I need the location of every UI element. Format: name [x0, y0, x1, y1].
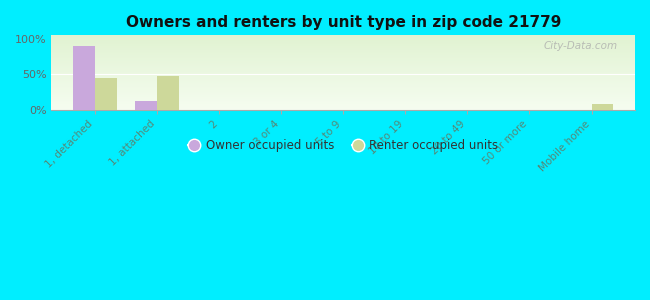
Bar: [51, 92, 635, 93]
Bar: [51, 71, 635, 72]
Bar: [51, 40, 635, 41]
Bar: [51, 87, 635, 88]
Bar: [51, 70, 635, 71]
Bar: [51, 85, 635, 86]
Bar: [51, 108, 635, 109]
Bar: [51, 76, 635, 77]
Bar: [51, 44, 635, 45]
Bar: [51, 58, 635, 59]
Bar: [51, 99, 635, 100]
Bar: [51, 95, 635, 96]
Bar: [51, 90, 635, 91]
Bar: [51, 40, 635, 41]
Bar: [51, 98, 635, 99]
Bar: [51, 35, 635, 36]
Bar: [51, 51, 635, 52]
Bar: [51, 59, 635, 60]
Bar: [51, 62, 635, 63]
Bar: [157, 76, 179, 110]
Bar: [51, 77, 635, 78]
Bar: [51, 61, 635, 62]
Bar: [51, 50, 635, 51]
Title: Owners and renters by unit type in zip code 21779: Owners and renters by unit type in zip c…: [125, 15, 561, 30]
Bar: [51, 43, 635, 44]
Bar: [135, 101, 157, 110]
Bar: [51, 65, 635, 66]
Bar: [51, 101, 635, 102]
Bar: [51, 106, 635, 107]
Bar: [51, 36, 635, 37]
Bar: [51, 69, 635, 70]
Bar: [51, 46, 635, 47]
Bar: [51, 81, 635, 82]
Bar: [51, 41, 635, 42]
Bar: [51, 38, 635, 39]
Bar: [51, 89, 635, 90]
Bar: [51, 103, 635, 104]
Bar: [51, 37, 635, 38]
Bar: [51, 60, 635, 61]
Bar: [51, 78, 635, 79]
Bar: [51, 88, 635, 89]
Bar: [51, 68, 635, 69]
Bar: [51, 96, 635, 97]
Bar: [51, 91, 635, 92]
Bar: [51, 39, 635, 40]
Legend: Owner occupied units, Renter occupied units: Owner occupied units, Renter occupied un…: [183, 135, 503, 157]
Bar: [51, 73, 635, 74]
Bar: [51, 74, 635, 75]
Bar: [51, 48, 635, 49]
Bar: [51, 72, 635, 73]
Bar: [95, 79, 116, 110]
Bar: [51, 84, 635, 85]
Bar: [51, 55, 635, 56]
Bar: [51, 83, 635, 84]
Bar: [51, 107, 635, 108]
Bar: [51, 45, 635, 46]
Bar: [51, 66, 635, 67]
Bar: [51, 67, 635, 68]
Bar: [51, 97, 635, 98]
Bar: [592, 104, 613, 110]
Bar: [51, 80, 635, 81]
Bar: [51, 54, 635, 55]
Bar: [51, 104, 635, 105]
Bar: [51, 79, 635, 80]
Bar: [51, 75, 635, 76]
Bar: [51, 64, 635, 65]
Bar: [51, 49, 635, 50]
Bar: [51, 53, 635, 54]
Bar: [51, 56, 635, 57]
Text: City-Data.com: City-Data.com: [543, 40, 618, 50]
Bar: [51, 93, 635, 94]
Bar: [51, 47, 635, 48]
Bar: [51, 86, 635, 87]
Bar: [51, 94, 635, 95]
Bar: [51, 42, 635, 43]
Bar: [51, 63, 635, 64]
Bar: [73, 46, 95, 110]
Bar: [51, 102, 635, 103]
Bar: [51, 52, 635, 53]
Bar: [51, 100, 635, 101]
Bar: [51, 82, 635, 83]
Bar: [51, 57, 635, 58]
Bar: [51, 105, 635, 106]
